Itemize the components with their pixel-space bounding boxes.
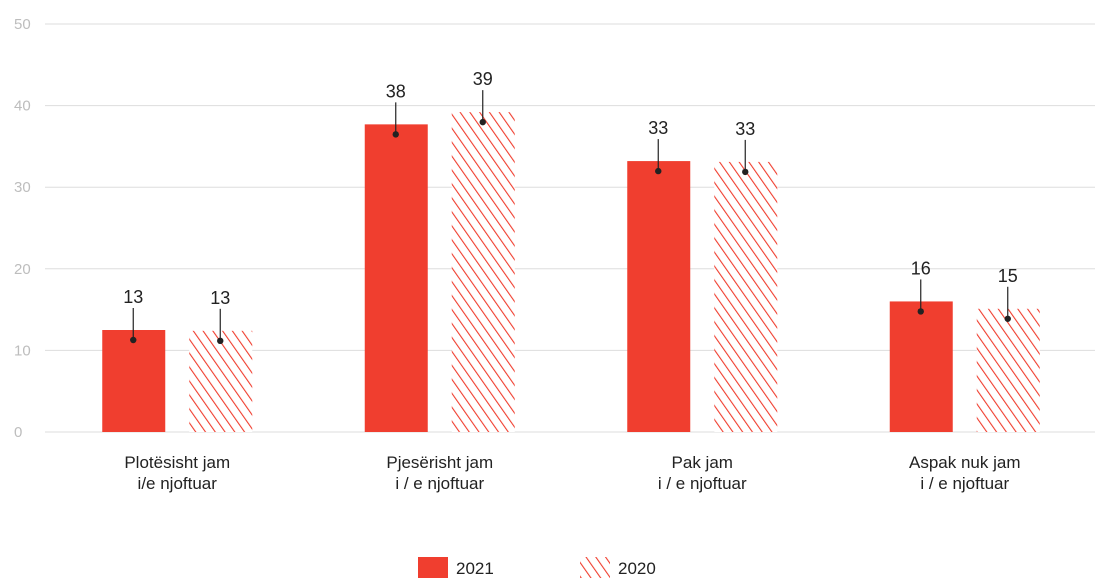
value-labels: 13 13 38 39 33 33 16 15 — [123, 69, 1018, 345]
bar-2021-1 — [102, 330, 166, 432]
bar-2020-1 — [189, 330, 253, 432]
value-label: 39 — [473, 69, 493, 89]
label-leader-dot — [392, 131, 399, 138]
label-leader-dot — [917, 308, 924, 315]
legend-swatch-2021 — [418, 557, 448, 578]
category-label: Pjesërisht jam i / e njoftuar — [386, 453, 493, 493]
y-tick-label: 40 — [14, 98, 31, 115]
label-leader-dot — [742, 168, 749, 176]
bars — [102, 112, 1040, 433]
y-tick-label: 20 — [14, 261, 31, 278]
label-leader-dot — [479, 118, 486, 126]
bar-2021-3 — [627, 161, 691, 432]
legend-swatch-2020 — [580, 557, 610, 578]
bar-2021-2 — [364, 124, 428, 433]
bar-2020-2 — [451, 112, 515, 433]
value-label: 38 — [386, 81, 406, 101]
category-label: Plotësisht jam i/e njoftuar — [124, 453, 230, 493]
y-tick-label: 50 — [14, 16, 31, 33]
bar-2020-4 — [976, 308, 1040, 432]
bar-2021-4 — [889, 301, 953, 432]
label-leader-dot — [655, 167, 662, 175]
category-label: Aspak nuk jam i / e njoftuar — [909, 453, 1021, 493]
value-label: 13 — [210, 288, 230, 308]
y-tick-label: 10 — [14, 342, 31, 359]
value-label: 16 — [911, 258, 931, 278]
legend-label-2020: 2020 — [618, 559, 656, 578]
label-leader-dot — [130, 336, 137, 344]
bar-2020-3 — [714, 161, 778, 433]
value-label: 33 — [735, 119, 755, 139]
value-label: 13 — [123, 287, 143, 307]
legend: 2021 2020 — [418, 557, 656, 578]
value-label: 33 — [648, 118, 668, 138]
label-leader-dot — [217, 337, 224, 345]
y-tick-label: 30 — [14, 179, 31, 196]
category-label: Pak jam i / e njoftuar — [658, 453, 747, 493]
label-leader-dot — [1004, 315, 1011, 322]
value-label: 15 — [998, 266, 1018, 286]
category-labels: Plotësisht jam i/e njoftuar Pjesërisht jam… — [124, 453, 1020, 493]
legend-label-2021: 2021 — [456, 559, 494, 578]
y-tick-label: 0 — [14, 424, 22, 441]
